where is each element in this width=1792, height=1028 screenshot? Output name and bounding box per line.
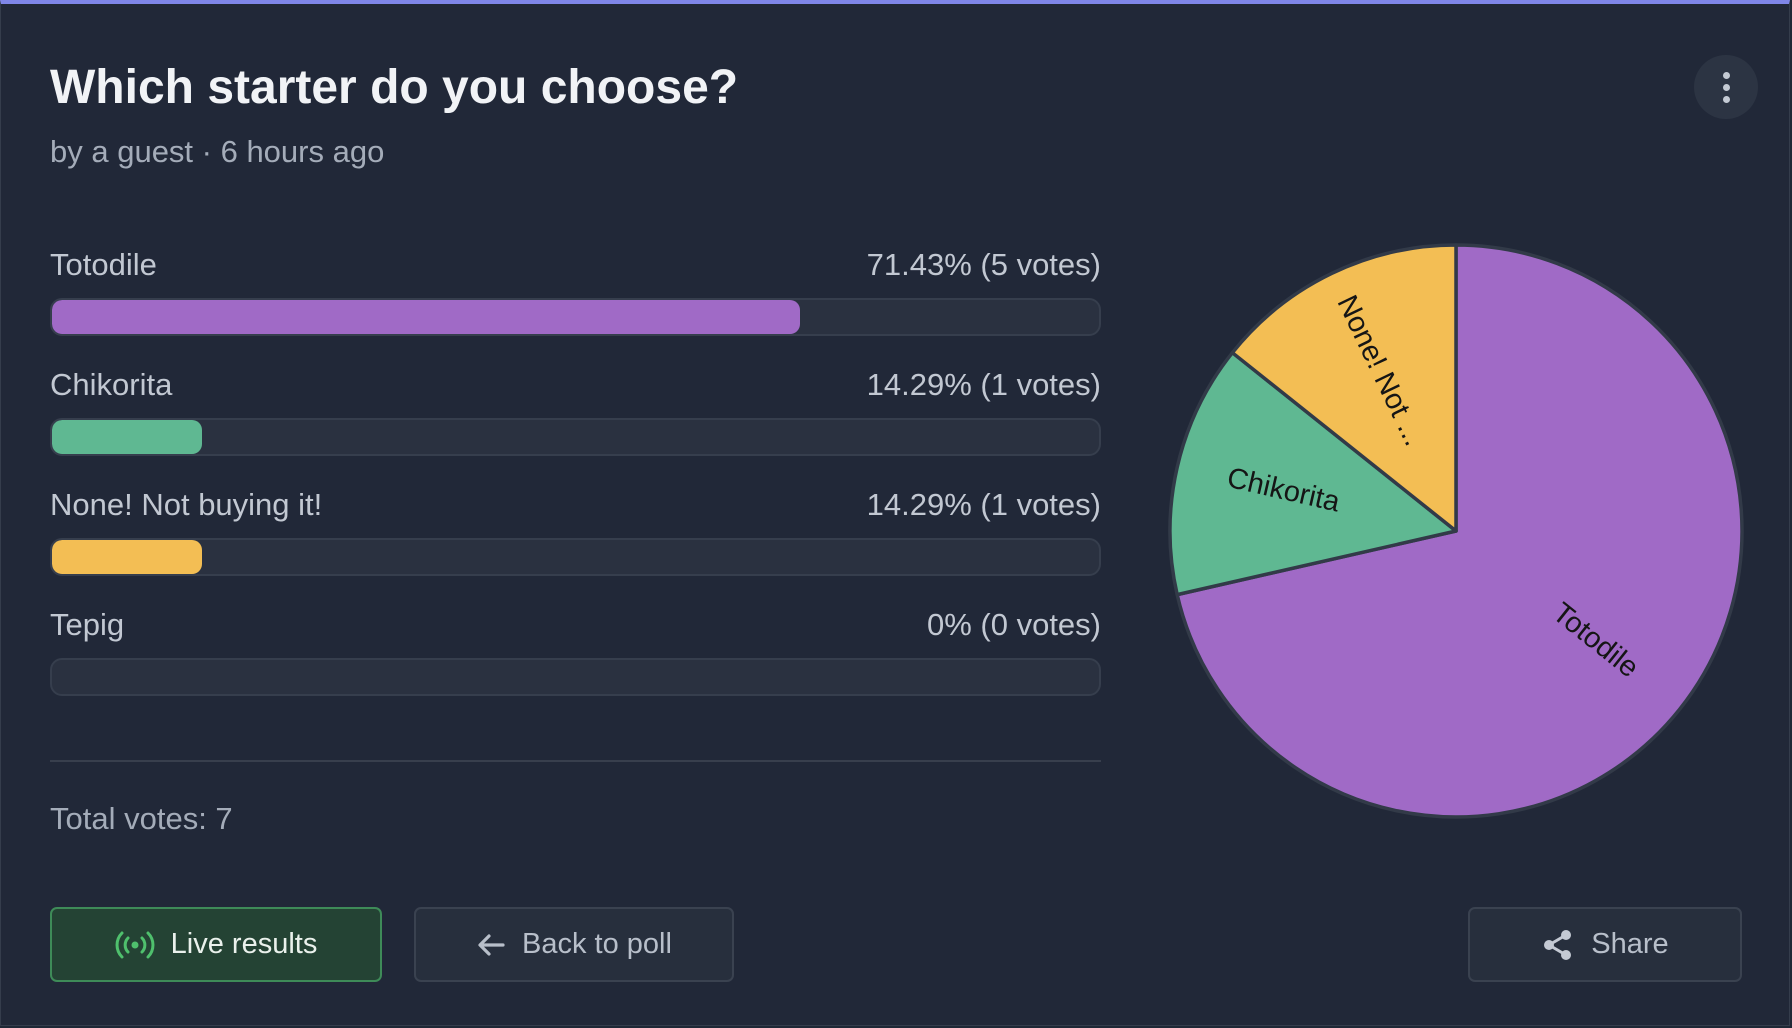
share-icon (1544, 929, 1572, 960)
more-vertical-icon-dot (1722, 83, 1730, 91)
total-votes: Total votes: 7 (50, 801, 233, 836)
option-label: Tepig (50, 607, 125, 642)
live-results-label: Live results (170, 928, 318, 960)
more-vertical-icon-dot (1722, 95, 1730, 103)
progress-fill (52, 420, 202, 454)
poll-meta: by a guest · 6 hours ago (50, 134, 385, 169)
pie-slice-none-not-buying-it[interactable] (1230, 243, 1458, 533)
broadcast-icon (115, 931, 155, 958)
option-result: 14.29% (1 votes) (866, 487, 1101, 522)
option-result: 71.43% (5 votes) (866, 247, 1101, 282)
arrow-left-icon (478, 933, 505, 956)
progress-track (50, 418, 1101, 456)
back-to-poll-label: Back to poll (522, 928, 672, 960)
divider (50, 760, 1101, 762)
option-result: 14.29% (1 votes) (866, 367, 1101, 402)
more-options-button[interactable] (1694, 55, 1758, 119)
share-button[interactable]: Share (1468, 907, 1742, 982)
progress-fill (52, 300, 800, 334)
pie-slice-totodile[interactable] (1175, 243, 1744, 819)
back-to-poll-button[interactable]: Back to poll (414, 907, 734, 982)
option-result: 0% (0 votes) (926, 607, 1101, 642)
option-label: None! Not buying it! (50, 487, 323, 522)
more-vertical-icon (1722, 71, 1730, 79)
progress-track (50, 658, 1101, 696)
poll-title: Which starter do you choose? (50, 61, 739, 114)
option-label: Chikorita (50, 367, 173, 402)
option-label: Totodile (50, 247, 157, 282)
share-label: Share (1591, 928, 1669, 960)
progress-track (50, 538, 1101, 576)
progress-fill (52, 540, 202, 574)
progress-track (50, 298, 1101, 336)
live-results-button[interactable]: Live results (50, 907, 382, 982)
pie-slice-chikorita[interactable] (1168, 350, 1458, 597)
